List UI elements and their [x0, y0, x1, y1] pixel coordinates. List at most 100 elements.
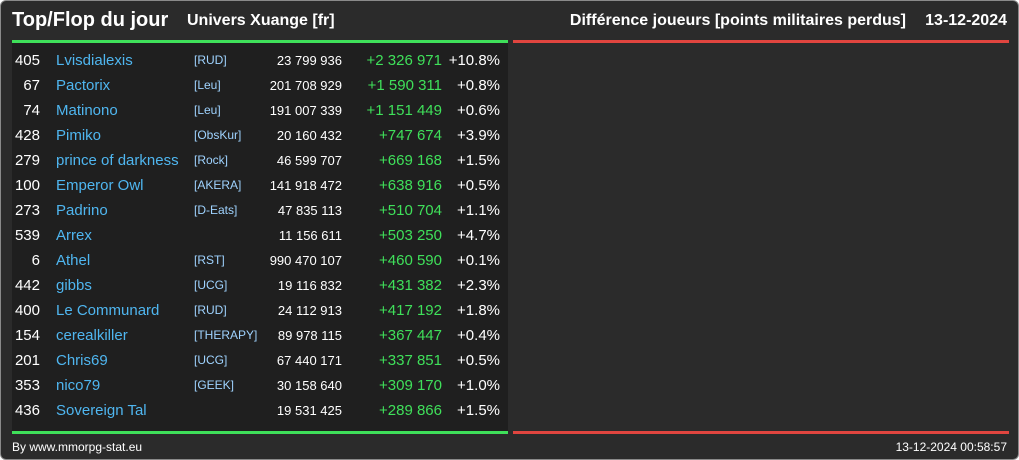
- table-row: 279 prince of darkness [Rock] 46 599 707 +66…: [12, 148, 508, 173]
- score-difference: +503 250: [379, 227, 442, 244]
- player-rank: 539: [14, 227, 40, 244]
- alliance-tag-link[interactable]: [D-Eats]: [194, 203, 238, 217]
- table-row: 400 Le Communard [RUD] 24 112 913 +417 192 +1…: [12, 298, 508, 323]
- player-name-link[interactable]: prince of darkness: [56, 152, 179, 169]
- player-score: 30 158 640: [276, 378, 342, 393]
- player-rank: 67: [23, 77, 40, 94]
- player-name-link[interactable]: Padrino: [56, 202, 108, 219]
- percent-change: +10.8%: [448, 52, 500, 69]
- player-score: 47 835 113: [277, 203, 342, 218]
- score-difference: +1 151 449: [366, 102, 443, 119]
- table-row: 74 Matinono [Leu] 191 007 339 +1 151 449 +0.6…: [12, 98, 508, 123]
- player-rank: 273: [14, 202, 40, 219]
- player-score: 19 531 425: [276, 403, 342, 418]
- player-rank: 6: [31, 252, 40, 269]
- player-score: 24 112 913: [277, 303, 342, 318]
- player-name-link[interactable]: Chris69: [56, 352, 108, 369]
- player-score: 89 978 115: [277, 328, 342, 343]
- table-row: 436 Sovereign Tal 19 531 425 +289 866 +1.5%: [12, 398, 508, 423]
- player-rank: 405: [14, 52, 40, 69]
- percent-change: +4.7%: [457, 227, 500, 244]
- player-name-link[interactable]: Lvisdialexis: [56, 52, 133, 69]
- table-row: 154 cerealkiller [THERAPY] 89 978 115 +367 4…: [12, 323, 508, 348]
- score-difference: +431 382: [379, 277, 442, 294]
- score-difference: +510 704: [379, 202, 442, 219]
- percent-change: +0.6%: [457, 102, 500, 119]
- score-difference: +337 851: [379, 352, 442, 369]
- player-rank: 436: [14, 402, 40, 419]
- player-name-link[interactable]: Sovereign Tal: [56, 402, 147, 419]
- table-row: 442 gibbs [UCG] 19 116 832 +431 382 +2.3%: [12, 273, 508, 298]
- top-gainers-bottom-line: [12, 431, 508, 434]
- alliance-tag-link[interactable]: [GEEK]: [194, 378, 235, 392]
- alliance-tag-link[interactable]: [AKERA]: [194, 178, 242, 192]
- player-name-link[interactable]: Emperor Owl: [56, 177, 144, 194]
- player-name-link[interactable]: Athel: [56, 252, 91, 269]
- page-title: Top/Flop du jour: [12, 9, 169, 31]
- alliance-tag-link[interactable]: [RST]: [194, 253, 225, 267]
- player-score: 23 799 936: [276, 53, 342, 68]
- score-difference: +460 590: [379, 252, 442, 269]
- table-row: 6 Athel [RST] 990 470 107 +460 590 +0.1%: [12, 248, 508, 273]
- alliance-tag-link[interactable]: [UCG]: [194, 278, 228, 292]
- metric-label: Différence joueurs [points militaires pe…: [569, 12, 906, 29]
- score-difference: +747 674: [379, 127, 442, 144]
- percent-change: +0.4%: [457, 327, 500, 344]
- alliance-tag-link[interactable]: [Leu]: [194, 103, 221, 117]
- table-row: 273 Padrino [D-Eats] 47 835 113 +510 704 +1.1…: [12, 198, 508, 223]
- player-name-link[interactable]: nico79: [56, 377, 101, 394]
- alliance-tag-link[interactable]: [RUD]: [194, 303, 227, 317]
- table-row: 405 Lvisdialexis [RUD] 23 799 936 +2 326 971…: [12, 48, 508, 73]
- player-rank: 154: [14, 327, 40, 344]
- player-rank: 442: [14, 277, 40, 294]
- alliance-tag-link[interactable]: [Leu]: [194, 78, 221, 92]
- percent-change: +1.5%: [457, 402, 500, 419]
- table-row: 201 Chris69 [UCG] 67 440 171 +337 851 +0.5%: [12, 348, 508, 373]
- player-name-link[interactable]: Le Communard: [56, 302, 160, 319]
- player-rank: 201: [14, 352, 40, 369]
- score-difference: +309 170: [379, 377, 442, 394]
- table-row: 428 Pimiko [ObsKur] 20 160 432 +747 674 +3.9%: [12, 123, 508, 148]
- site-credit-link[interactable]: By www.mmorpg-stat.eu: [12, 440, 143, 454]
- score-difference: +2 326 971: [366, 52, 443, 69]
- player-rank: 353: [14, 377, 40, 394]
- player-name-link[interactable]: Pimiko: [56, 127, 102, 144]
- generated-timestamp: 13-12-2024 00:58:57: [895, 440, 1007, 454]
- player-rank: 100: [14, 177, 40, 194]
- top-losers-panel: [513, 43, 1009, 431]
- score-difference: +669 168: [379, 152, 442, 169]
- score-difference: +638 916: [379, 177, 442, 194]
- percent-change: +0.5%: [457, 177, 500, 194]
- player-score: 67 440 171: [276, 353, 342, 368]
- score-difference: +417 192: [379, 302, 442, 319]
- score-difference: +367 447: [379, 327, 442, 344]
- player-score: 990 470 107: [269, 253, 342, 268]
- player-name-link[interactable]: Matinono: [56, 102, 118, 119]
- player-score: 19 116 832: [277, 278, 342, 293]
- player-name-link[interactable]: cerealkiller: [56, 327, 128, 344]
- top-losers-bottom-line: [513, 431, 1009, 434]
- table-row: 353 nico79 [GEEK] 30 158 640 +309 170 +1.0%: [12, 373, 508, 398]
- alliance-tag-link[interactable]: [ObsKur]: [194, 128, 242, 142]
- score-difference: +289 866: [379, 402, 442, 419]
- score-difference: +1 590 311: [367, 77, 442, 94]
- percent-change: +3.9%: [457, 127, 500, 144]
- universe-label: Univers Xuange [fr]: [187, 12, 335, 29]
- player-score: 141 918 472: [269, 178, 342, 193]
- player-score: 46 599 707: [276, 153, 342, 168]
- alliance-tag-link[interactable]: [THERAPY]: [194, 328, 258, 342]
- player-name-link[interactable]: Arrex: [56, 227, 92, 244]
- player-rank: 74: [23, 102, 40, 119]
- top-gainers-top-line: [12, 40, 508, 43]
- player-name-link[interactable]: Pactorix: [56, 77, 111, 94]
- alliance-tag-link[interactable]: [Rock]: [194, 153, 229, 167]
- percent-change: +2.3%: [457, 277, 500, 294]
- player-name-link[interactable]: gibbs: [56, 277, 92, 294]
- player-score: 20 160 432: [276, 128, 342, 143]
- date-label: 13-12-2024: [925, 12, 1007, 29]
- alliance-tag-link[interactable]: [UCG]: [194, 353, 228, 367]
- top-gainers-panel: 405 Lvisdialexis [RUD] 23 799 936 +2 326 971…: [12, 43, 508, 431]
- alliance-tag-link[interactable]: [RUD]: [194, 53, 227, 67]
- player-score: 11 156 611: [278, 228, 342, 243]
